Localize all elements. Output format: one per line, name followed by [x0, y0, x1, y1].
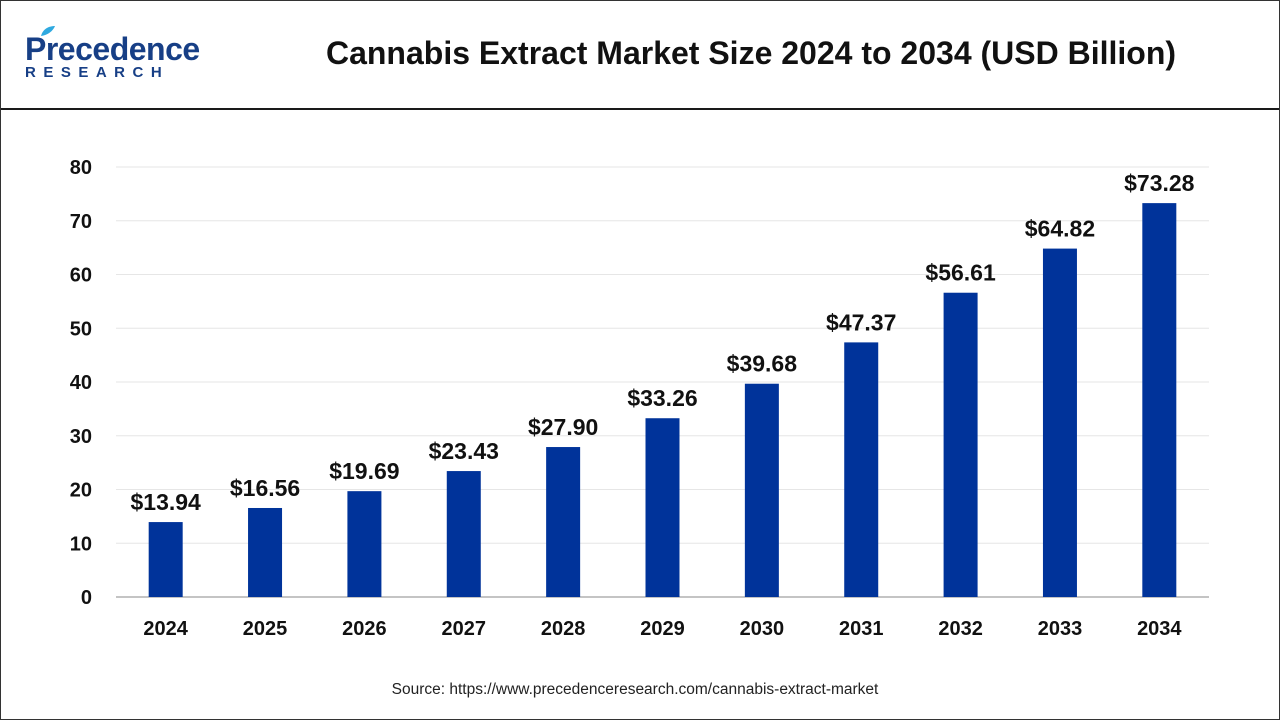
y-tick-label: 60 — [70, 265, 92, 287]
bar — [148, 522, 183, 597]
bar — [1142, 203, 1177, 597]
data-label: $39.68 — [727, 351, 798, 377]
y-tick-label: 10 — [70, 533, 92, 555]
bar — [844, 342, 879, 597]
x-tick-label: 2025 — [243, 618, 288, 640]
x-tick-label: 2032 — [938, 618, 983, 640]
bar — [645, 418, 680, 597]
data-label: $56.61 — [925, 260, 996, 286]
y-tick-label: 30 — [70, 426, 92, 448]
logo-sub-text: RESEARCH — [25, 64, 170, 81]
logo: Precedence RESEARCH — [23, 26, 223, 91]
x-tick-label: 2034 — [1137, 618, 1182, 640]
x-tick-label: 2030 — [740, 618, 785, 640]
y-axis-ticks: 0 10 20 30 40 50 60 70 80 — [70, 157, 92, 609]
data-label: $16.56 — [230, 475, 300, 501]
bar — [943, 292, 978, 597]
y-tick-label: 80 — [70, 157, 92, 179]
data-label: $13.94 — [131, 489, 202, 515]
y-tick-label: 40 — [70, 372, 92, 394]
x-tick-label: 2031 — [839, 618, 884, 640]
bar — [546, 447, 581, 597]
data-label: $73.28 — [1124, 170, 1195, 196]
bar — [446, 471, 481, 597]
bars — [148, 203, 1177, 597]
logo-leaf-icon — [41, 26, 55, 36]
x-tick-label: 2027 — [442, 618, 487, 640]
y-tick-label: 70 — [70, 211, 92, 233]
gridlines — [116, 166, 1209, 598]
data-label: $27.90 — [528, 414, 598, 440]
header: Precedence RESEARCH Cannabis Extract Mar… — [1, 1, 1279, 110]
bar — [744, 383, 779, 597]
data-label: $64.82 — [1025, 216, 1095, 242]
x-tick-label: 2024 — [143, 618, 188, 640]
chart-title: Cannabis Extract Market Size 2024 to 203… — [325, 35, 1177, 71]
data-label: $33.26 — [627, 385, 697, 411]
x-axis-ticks: 2024 2025 2026 2027 2028 2029 2030 2031 2032 2033… — [143, 618, 1182, 640]
data-label: $23.43 — [429, 438, 499, 464]
x-tick-label: 2029 — [640, 618, 685, 640]
x-tick-label: 2028 — [541, 618, 586, 640]
data-label: $47.37 — [826, 309, 896, 335]
y-tick-label: 50 — [70, 318, 92, 340]
logo-main-text: Precedence — [25, 31, 200, 67]
bar — [1042, 248, 1077, 597]
y-tick-label: 20 — [70, 480, 92, 502]
source-note: Source: https://www.precedenceresearch.c… — [391, 681, 879, 698]
data-labels: $13.94 $16.56 $19.69 $23.43 $27.90 $33.26 $39.… — [131, 170, 1195, 515]
y-tick-label: 0 — [81, 587, 92, 609]
x-tick-label: 2026 — [342, 618, 387, 640]
data-label: $19.69 — [329, 458, 399, 484]
x-tick-label: 2033 — [1038, 618, 1083, 640]
bar — [347, 491, 382, 597]
bar — [248, 507, 283, 597]
